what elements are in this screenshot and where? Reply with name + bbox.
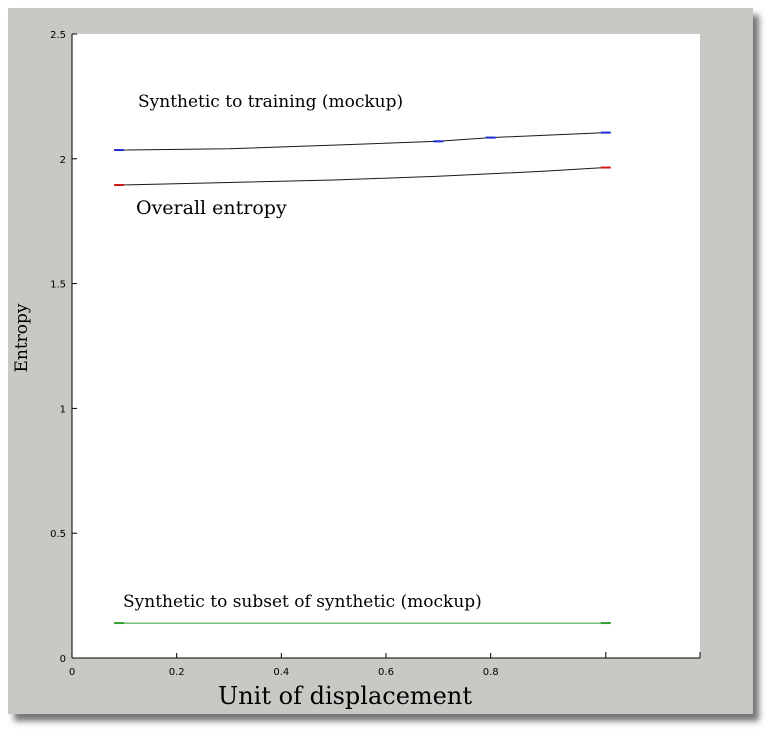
series-label: Overall entropy (136, 197, 287, 219)
x-tick-label: 0.8 (483, 667, 499, 678)
series-label: Synthetic to training (mockup) (138, 92, 403, 112)
y-tick-label: 1 (60, 404, 66, 415)
x-axis-label: Unit of displacement (218, 682, 472, 710)
x-tick-label: 0.4 (273, 667, 289, 678)
plot-area (72, 34, 700, 658)
y-tick-label: 0 (60, 654, 66, 665)
chart-figure: 0 0.2 0.4 0.6 0.8 0 0.5 1 1.5 2 2.5 Synthetic to t… (8, 8, 753, 714)
x-tick-label: 0.6 (378, 667, 394, 678)
y-tick-label: 2.5 (50, 30, 66, 41)
y-tick-label: 0.5 (50, 529, 66, 540)
series-label: Synthetic to subset of synthetic (mockup… (123, 592, 482, 612)
y-tick-label: 1.5 (50, 280, 66, 291)
series-line-1 (119, 132, 606, 151)
series-line-2 (119, 167, 606, 186)
y-axis-label: Entropy (12, 303, 32, 372)
chart-svg: 0 0.2 0.4 0.6 0.8 0 0.5 1 1.5 2 2.5 Synthetic to t… (12, 30, 701, 710)
x-tick-label: 0 (69, 667, 75, 678)
y-tick-label: 2 (60, 155, 66, 166)
x-tick-label: 0.2 (169, 667, 185, 678)
